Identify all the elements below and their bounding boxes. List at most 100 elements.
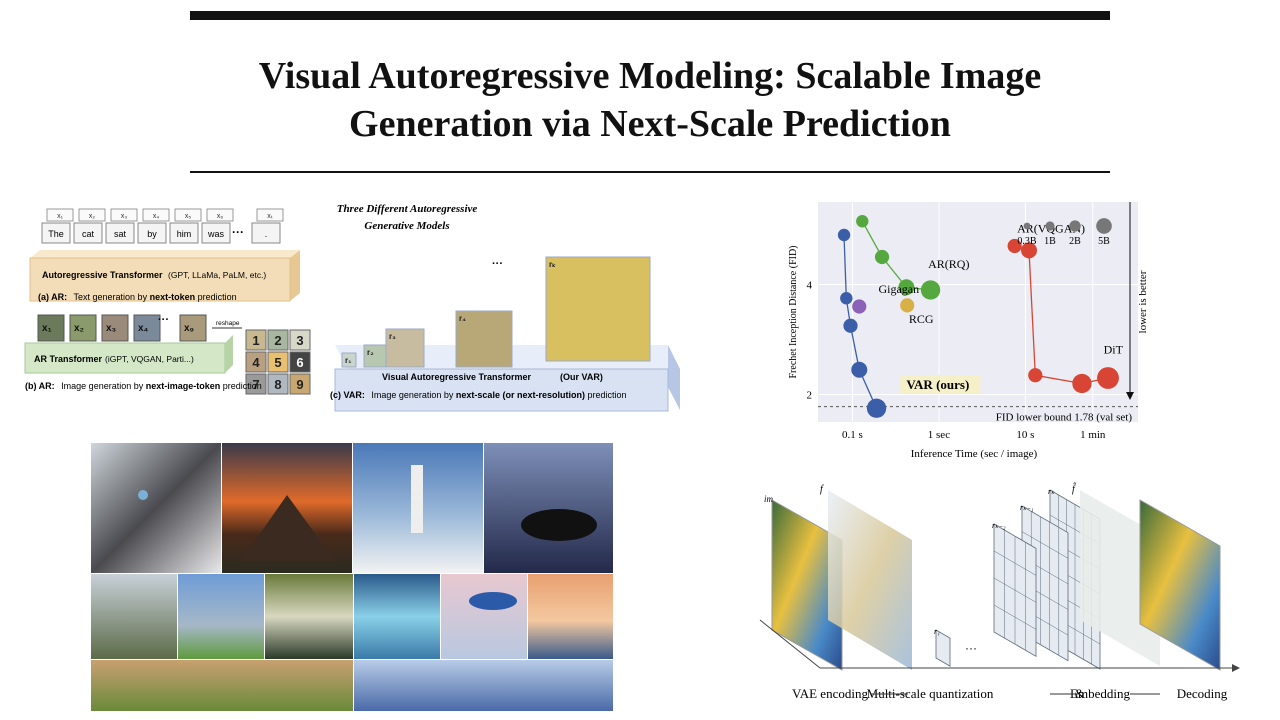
scale-map	[545, 256, 651, 362]
image-corgi-row	[91, 660, 353, 711]
token-map	[935, 629, 951, 667]
reshape-label: reshape	[216, 320, 240, 327]
token-index-box	[46, 208, 74, 222]
y-tick-label: 2	[807, 390, 813, 402]
ar2-transformer-bar: AR Transformer (iGPT, VQGAN, Parti...)	[24, 335, 233, 374]
annotation-label: Gigagan	[878, 282, 919, 296]
token-text: by	[147, 229, 157, 239]
grid-number: 3	[296, 333, 303, 348]
image-token-tile	[101, 314, 129, 342]
grid-number: 2	[274, 333, 281, 348]
data-point	[856, 215, 869, 228]
data-point	[1021, 242, 1038, 259]
svg-text:(b) AR: Image generation: (b) AR: Image generation by next-image-t…	[25, 381, 262, 391]
base-axis	[759, 619, 821, 669]
svg-text:(c) VAR: Image generatio: (c) VAR: Image generation by next-scale …	[330, 390, 627, 400]
token-box	[41, 222, 71, 244]
figure-heading: Three Different Autoregressive Generativ…	[337, 203, 478, 232]
scale-label: r₁	[345, 356, 352, 365]
grid-cell	[245, 351, 267, 373]
data-point	[900, 298, 915, 313]
output-image	[1139, 499, 1221, 671]
image-token-label: x₉	[184, 323, 194, 334]
image-token-row: x₁ x₂ x₃ x₄ x₉ ···	[37, 314, 207, 342]
data-point	[1097, 367, 1119, 389]
image-umbrella	[441, 574, 527, 659]
caption-c: (c) VAR: Image generation by next-scale …	[330, 390, 627, 400]
data-point	[920, 280, 941, 300]
size-legend-label: 5B	[1098, 236, 1110, 247]
token-index: x₄	[153, 213, 160, 220]
caption-b-prefix: (b) AR:	[25, 381, 55, 391]
caption-a-prefix: (a) AR:	[38, 292, 67, 302]
data-point	[1028, 368, 1043, 383]
scale-label: rₖ	[549, 260, 556, 269]
data-point	[874, 249, 890, 265]
grid-cell	[289, 329, 311, 351]
image-token-tile	[179, 314, 207, 342]
token-map-label: rₖ	[1048, 487, 1055, 496]
token-ellipsis: ···	[232, 225, 244, 239]
figure-three-ar-models: Three Different Autoregressive Generativ…	[24, 203, 680, 412]
image-swan	[484, 443, 613, 573]
token-map-grid-line	[993, 604, 1037, 630]
caption-b-bold: next-image-token	[146, 381, 221, 391]
scale-label: r₂	[367, 348, 374, 357]
image-token-tile	[69, 314, 97, 342]
grid-cell	[245, 329, 267, 351]
caption-b-text: Image generation by	[61, 381, 146, 391]
y-ticks: 24	[807, 280, 813, 402]
svg-text:(a) AR: Text generation: (a) AR: Text generation by next-token pr…	[38, 292, 237, 302]
title-rule-bottom	[190, 171, 1110, 173]
grid-cell	[289, 351, 311, 373]
token-index: x₅	[185, 213, 192, 220]
image-husky	[91, 443, 221, 573]
x-ticks: 0.1 s 1 sec 10 s 1 min	[842, 429, 1106, 441]
series-points	[837, 215, 1119, 418]
caption-a: (a) AR: Text generation by next-token pr…	[38, 292, 237, 302]
x-tick-label: 10 s	[1016, 429, 1034, 441]
sample-image-mosaic	[91, 443, 613, 711]
token-maps: rₖ rₖ₋₁ rₖ₋₂ r₁	[934, 487, 1101, 670]
scale-map	[385, 328, 425, 368]
scale-label: r₄	[459, 314, 466, 323]
caption-b-suffix: prediction	[223, 381, 262, 391]
caption-b: (b) AR: Image generation by next-image-t…	[25, 381, 262, 391]
stage-label: Embedding	[1070, 686, 1130, 701]
volcano-cone-shape	[241, 495, 335, 561]
token-index: x₁	[57, 213, 64, 220]
scale-map	[341, 352, 357, 368]
ar-transformer-bar: Autoregressive Transformer (GPT, LLaMa, …	[29, 250, 300, 302]
grid-cell	[245, 373, 267, 395]
grid-cell	[267, 329, 289, 351]
data-point	[1007, 238, 1022, 254]
token-box	[251, 222, 281, 244]
data-point	[840, 292, 853, 305]
caption-a-text: Text generation by	[74, 292, 150, 302]
ar-bar-label: Autoregressive Transformer	[42, 270, 163, 280]
stage-label: Decoding	[1177, 686, 1228, 701]
x-tick-label: 1 sec	[928, 429, 950, 441]
size-legend-marker	[1045, 221, 1055, 231]
data-point	[866, 398, 887, 418]
grid-number: 7	[252, 377, 259, 392]
token-text: sat	[114, 229, 127, 239]
x-tick-label: 1 min	[1080, 429, 1106, 441]
y-axis-label: Frechet Inception Distance (FID)	[788, 245, 799, 378]
size-legend-label: 2B	[1069, 236, 1081, 247]
size-legend-marker	[1069, 220, 1081, 232]
grid-number: 9	[296, 377, 303, 392]
f-hat-label: f̂	[1072, 482, 1076, 495]
grid	[818, 202, 1138, 422]
token-index-box	[142, 208, 170, 222]
grid-number: 1	[252, 333, 259, 348]
data-point	[837, 228, 851, 242]
grid-number: 4	[252, 355, 260, 370]
series-line	[861, 220, 931, 291]
caption-a-suffix: prediction	[198, 292, 237, 302]
annotation-label: VAR (ours)	[906, 377, 969, 392]
grid-cell	[267, 373, 289, 395]
token-index-box	[256, 208, 284, 222]
image-balloon-row	[354, 660, 613, 711]
